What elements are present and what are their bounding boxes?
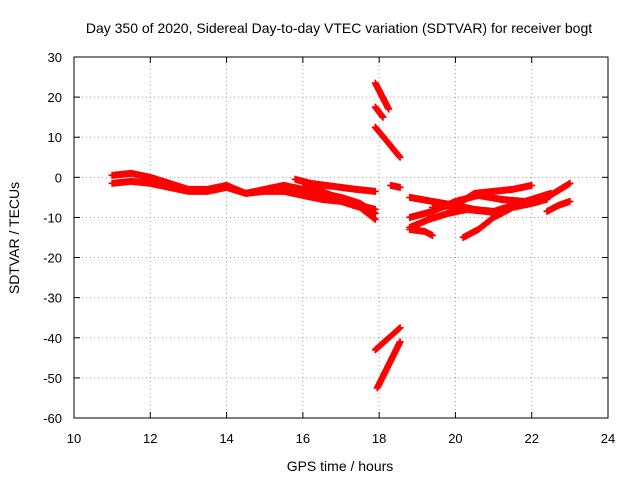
chart-title: Day 350 of 2020, Sidereal Day-to-day VTE… <box>86 20 592 36</box>
y-tick-label: -10 <box>43 210 62 225</box>
axis-ticks: 10 12 14 16 18 20 22 24 -60 -50 -40 -30 -20 -10 0 10 20 3… <box>43 50 615 446</box>
series-markers-track-r <box>543 197 574 215</box>
series-track-i <box>387 181 404 191</box>
series-track-h <box>371 123 404 161</box>
y-tick-label: -40 <box>43 331 62 346</box>
series-track-q <box>459 195 551 241</box>
series-track-c <box>291 175 379 195</box>
series-track-j <box>371 324 404 354</box>
series-markers-track-e <box>310 193 375 215</box>
y-tick-label: -20 <box>43 251 62 266</box>
series-markers-track-i <box>387 181 404 191</box>
series-markers-track-g <box>371 103 387 121</box>
x-tick-label: 12 <box>143 431 157 446</box>
x-tick-label: 22 <box>524 431 538 446</box>
series-track-k <box>373 338 404 392</box>
x-tick-label: 14 <box>219 431 233 446</box>
grid-lines <box>74 57 608 418</box>
x-tick-label: 10 <box>67 431 81 446</box>
series-track-g <box>371 103 387 121</box>
y-tick-label: -30 <box>43 291 62 306</box>
series-markers-track-f <box>371 79 393 113</box>
series-markers-track-k <box>373 338 404 392</box>
y-tick-label: -60 <box>43 411 62 426</box>
series-markers-track-p <box>406 205 505 231</box>
x-axis-title: GPS time / hours <box>287 458 394 474</box>
series-track-p <box>406 205 505 231</box>
x-tick-label: 16 <box>296 431 310 446</box>
x-tick-label: 24 <box>601 431 615 446</box>
y-tick-label: 20 <box>48 90 62 105</box>
series-track-e <box>310 193 375 215</box>
x-tick-label: 20 <box>448 431 462 446</box>
y-tick-label: -50 <box>43 371 62 386</box>
y-tick-label: 0 <box>55 170 62 185</box>
plot-frame <box>73 56 609 419</box>
y-axis-title: SDTVAR / TECUs <box>6 182 22 294</box>
series-track-f <box>371 79 393 113</box>
x-tick-label: 18 <box>372 431 386 446</box>
y-tick-label: 30 <box>48 50 62 65</box>
series-markers-track-c <box>291 175 379 195</box>
series-markers-track-h <box>371 123 404 161</box>
series-track-r <box>543 197 574 215</box>
series-markers-track-q <box>459 195 551 241</box>
series-markers-track-j <box>371 324 404 354</box>
data-series <box>108 79 574 392</box>
y-tick-label: 10 <box>48 130 62 145</box>
